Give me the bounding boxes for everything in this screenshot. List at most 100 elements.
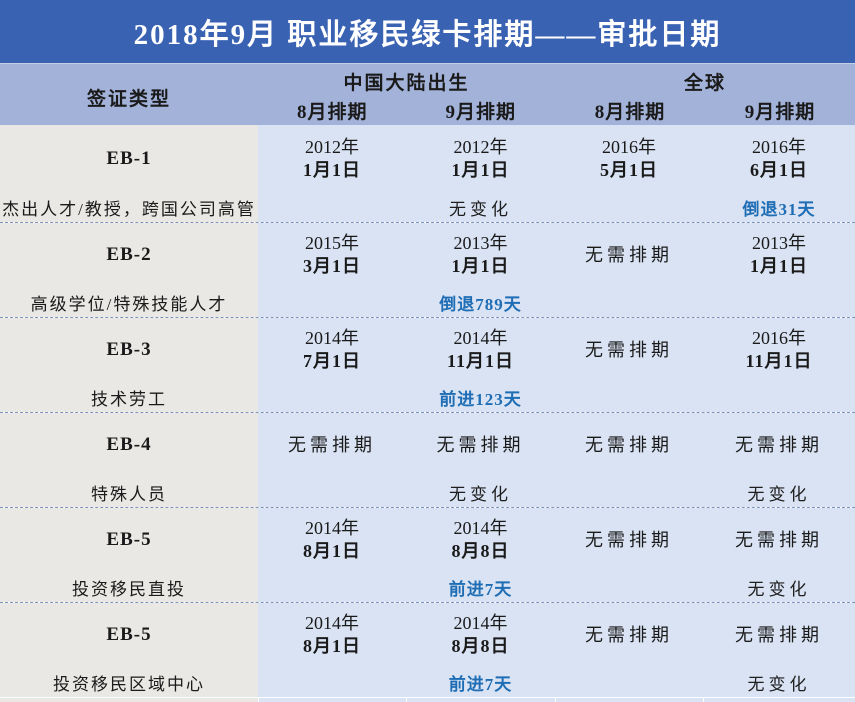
visa-type-label: EB-5 xyxy=(106,529,152,550)
global-august-cell: 无需排期 xyxy=(555,413,703,507)
category-cell: EB-5 投资移民直投 xyxy=(0,508,258,602)
cell-value-text: 无需排期 xyxy=(585,339,673,360)
bottom-gridline-strip xyxy=(0,697,855,702)
table-row-eb5-direct: EB-5 投资移民直投 2014年 8月1日 2014年 8月8日 前进7天 无需排… xyxy=(0,507,855,602)
cell-value-year: 2016年 xyxy=(752,136,806,157)
header-global-september: 9月排期 xyxy=(744,102,816,123)
cell-note: 无变化 xyxy=(747,484,811,504)
china-september-cell: 2014年 8月8日 前进7天 xyxy=(406,603,555,697)
cell-value-text: 无需排期 xyxy=(585,244,673,265)
cell-value-year: 2014年 xyxy=(453,328,508,348)
cell-value-date: 11月1日 xyxy=(446,351,514,371)
cell-note xyxy=(258,382,406,412)
category-cell: EB-1 杰出人才/教授，跨国公司高管 xyxy=(0,125,258,222)
global-september-cell: 2016年 6月1日 倒退31天 xyxy=(703,125,855,222)
china-september-cell: 2014年 8月8日 前进7天 xyxy=(406,508,555,602)
cell-value-date: 3月1日 xyxy=(303,256,361,276)
cell-note xyxy=(555,477,703,507)
cell-value-date: 1月1日 xyxy=(750,256,808,276)
cell-value-date: 6月1日 xyxy=(750,159,808,180)
china-august-cell: 无需排期 xyxy=(258,413,406,507)
table-row-eb1: EB-1 杰出人才/教授，跨国公司高管 2012年 1月1日 2012年 1月1日 … xyxy=(0,125,855,222)
cell-note-change: 倒退31天 xyxy=(742,199,816,219)
cell-value-date: 1月1日 xyxy=(451,256,510,276)
table-row-eb2: EB-2 高级学位/特殊技能人才 2015年 3月1日 2013年 1月1日 倒退7… xyxy=(0,222,855,317)
gridline-segment xyxy=(703,698,855,702)
cell-note xyxy=(555,382,703,412)
cell-value-year: 2014年 xyxy=(453,613,508,633)
cell-value-year: 2014年 xyxy=(305,613,359,633)
cell-note xyxy=(258,287,406,317)
visa-type-label: EB-4 xyxy=(106,434,152,455)
header-group-global: 全球 8月排期 9月排期 xyxy=(555,64,855,125)
header-china-september: 9月排期 xyxy=(445,102,516,123)
table-row-eb4: EB-4 特殊人员 无需排期 无需排期 无变化 无需排期 无需排期 无变化 xyxy=(0,412,855,507)
visa-type-label: EB-3 xyxy=(106,339,152,360)
cell-value-text: 无需排期 xyxy=(288,434,376,455)
table-row-eb3: EB-3 技术劳工 2014年 7月1日 2014年 11月1日 前进123天 无需… xyxy=(0,317,855,412)
cell-value-year: 2013年 xyxy=(453,233,508,253)
global-august-cell: 无需排期 xyxy=(555,318,703,412)
visa-type-label: EB-1 xyxy=(106,147,152,169)
cell-note xyxy=(555,667,703,697)
cell-value-date: 8月1日 xyxy=(303,636,361,656)
visa-type-description: 投资移民区域中心 xyxy=(53,674,205,694)
cell-note: 无变化 xyxy=(449,199,512,219)
cell-note xyxy=(258,192,406,222)
header-group-china: 中国大陆出生 8月排期 9月排期 xyxy=(258,64,555,125)
global-august-cell: 无需排期 xyxy=(555,508,703,602)
visa-type-label: EB-2 xyxy=(106,244,152,265)
visa-type-label: EB-5 xyxy=(106,624,152,645)
cell-value-text: 无需排期 xyxy=(585,529,673,550)
global-august-cell: 无需排期 xyxy=(555,603,703,697)
cell-note xyxy=(703,382,855,412)
cell-value-year: 2014年 xyxy=(305,328,359,348)
cell-value-year: 2013年 xyxy=(752,233,806,253)
cell-note-change: 前进7天 xyxy=(448,579,513,599)
category-cell: EB-4 特殊人员 xyxy=(0,413,258,507)
header-visa-type: 签证类型 xyxy=(86,89,171,110)
cell-note-change: 前进7天 xyxy=(448,674,513,694)
cell-value-text: 无需排期 xyxy=(585,624,673,645)
cell-note: 无变化 xyxy=(449,484,512,504)
cell-value-year: 2015年 xyxy=(305,233,359,253)
china-september-cell: 2013年 1月1日 倒退789天 xyxy=(406,223,555,317)
cell-value-date: 8月1日 xyxy=(303,541,361,561)
global-september-cell: 2016年 11月1日 xyxy=(703,318,855,412)
cell-value-date: 7月1日 xyxy=(303,351,361,371)
china-september-cell: 2012年 1月1日 无变化 xyxy=(406,125,555,222)
china-august-cell: 2015年 3月1日 xyxy=(258,223,406,317)
cell-note xyxy=(703,287,855,317)
visa-type-description: 投资移民直投 xyxy=(72,579,186,599)
global-september-cell: 无需排期 无变化 xyxy=(703,603,855,697)
china-august-cell: 2014年 8月1日 xyxy=(258,508,406,602)
header-china-august: 8月排期 xyxy=(296,102,368,123)
visa-type-description: 特殊人员 xyxy=(91,484,167,504)
cell-value-year: 2014年 xyxy=(453,518,508,538)
global-august-cell: 2016年 5月1日 xyxy=(555,125,703,222)
page-title: 2018年9月 职业移民绿卡排期——审批日期 xyxy=(133,18,722,51)
china-september-cell: 无需排期 无变化 xyxy=(406,413,555,507)
gridline-segment xyxy=(258,698,406,702)
china-august-cell: 2012年 1月1日 xyxy=(258,125,406,222)
category-cell: EB-2 高级学位/特殊技能人才 xyxy=(0,223,258,317)
cell-note-change: 倒退789天 xyxy=(439,294,522,314)
cell-value-text: 无需排期 xyxy=(585,434,673,455)
global-september-cell: 无需排期 无变化 xyxy=(703,508,855,602)
header-global-august: 8月排期 xyxy=(594,102,666,123)
gridline-segment xyxy=(406,698,555,702)
cell-value-text: 无需排期 xyxy=(735,624,823,645)
cell-note xyxy=(555,192,703,222)
cell-note xyxy=(555,287,703,317)
header-group-china-label: 中国大陆出生 xyxy=(343,73,470,94)
cell-value-text: 无需排期 xyxy=(436,434,525,455)
category-cell: EB-5 投资移民区域中心 xyxy=(0,603,258,697)
cell-value-text: 无需排期 xyxy=(735,529,823,550)
cell-value-year: 2016年 xyxy=(752,328,806,348)
cell-value-year: 2016年 xyxy=(602,136,656,157)
cell-note xyxy=(258,667,406,697)
cell-value-date: 5月1日 xyxy=(600,159,658,180)
china-august-cell: 2014年 7月1日 xyxy=(258,318,406,412)
gridline-segment xyxy=(0,698,258,702)
